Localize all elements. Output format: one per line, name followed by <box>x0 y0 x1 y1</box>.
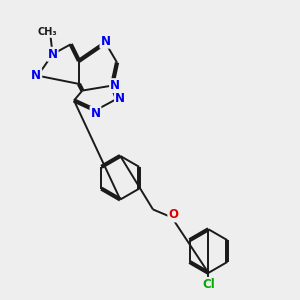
Text: Cl: Cl <box>202 278 215 291</box>
Text: N: N <box>48 48 58 61</box>
Text: N: N <box>115 92 125 105</box>
Text: CH₃: CH₃ <box>37 27 57 37</box>
Text: N: N <box>91 107 100 120</box>
Text: N: N <box>31 69 41 82</box>
Text: O: O <box>168 208 178 221</box>
Text: N: N <box>100 35 110 48</box>
Text: N: N <box>110 79 120 92</box>
